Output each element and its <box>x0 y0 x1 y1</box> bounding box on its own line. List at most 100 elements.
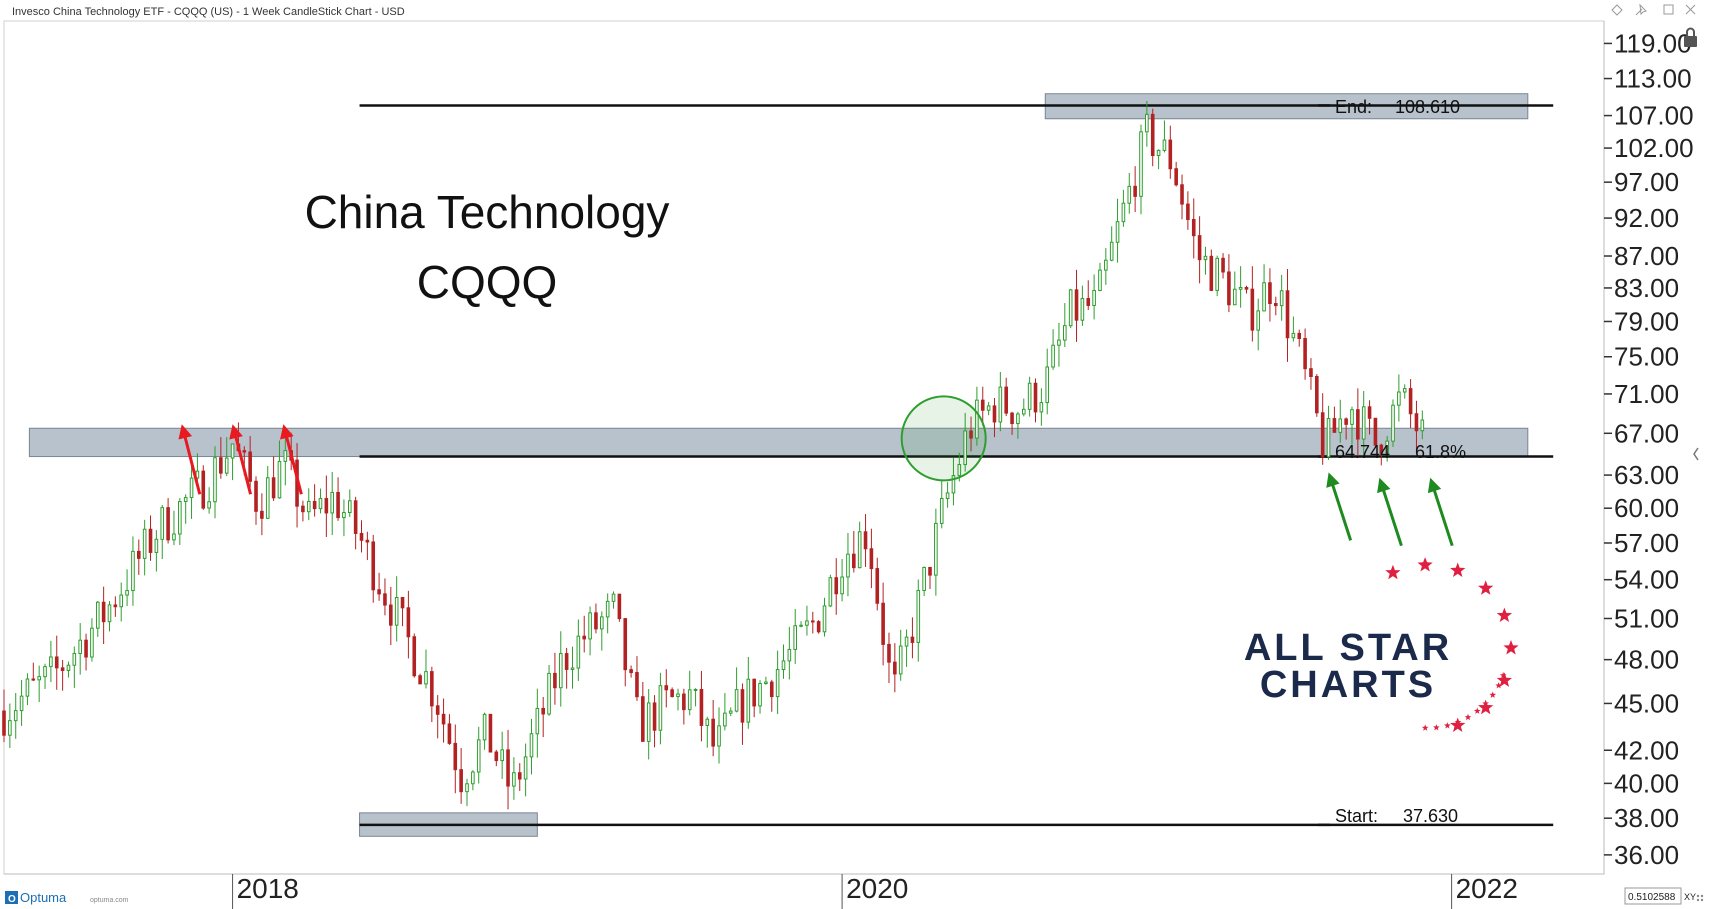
candle-69 <box>406 590 411 659</box>
diamond-icon[interactable] <box>1611 4 1623 16</box>
candle-137 <box>805 605 809 636</box>
green-arrow-2 <box>1427 477 1454 547</box>
y-tick-label-21: 38.00 <box>1614 803 1679 833</box>
candle-125 <box>734 667 739 713</box>
candle-176 <box>1033 378 1038 423</box>
candle-131 <box>769 679 774 712</box>
candle-83 <box>488 713 493 753</box>
candle-97 <box>570 646 575 689</box>
candle-68 <box>400 596 405 627</box>
candle-192 <box>1127 172 1132 214</box>
candle-170 <box>998 371 1003 432</box>
candle-7 <box>43 663 47 689</box>
logo-stars-icon <box>1385 557 1519 732</box>
optuma-logo-icon <box>5 891 18 904</box>
corner-dots-icon[interactable] <box>1696 894 1704 902</box>
candle-206 <box>1209 249 1214 292</box>
candle-46 <box>271 456 276 501</box>
candle-70 <box>412 633 417 678</box>
lock-icon[interactable] <box>1684 27 1697 47</box>
candle-242 <box>1420 410 1425 440</box>
candle-238 <box>1397 374 1401 422</box>
candle-193 <box>1133 166 1137 213</box>
candle-159 <box>934 508 938 596</box>
candle-128 <box>752 678 756 718</box>
candle-145 <box>852 530 856 573</box>
candle-158 <box>928 566 932 589</box>
candle-87 <box>512 757 516 800</box>
candle-107 <box>629 665 633 678</box>
candle-175 <box>1027 376 1032 417</box>
candle-144 <box>846 532 850 597</box>
candle-122 <box>717 707 721 764</box>
candle-148 <box>869 528 874 589</box>
candle-212 <box>1244 285 1249 294</box>
candle-103 <box>605 593 610 634</box>
level-label-fib: 64.744 <box>1335 442 1390 462</box>
candle-127 <box>746 656 751 729</box>
restore-icon[interactable] <box>1663 4 1674 15</box>
candle-132 <box>775 650 780 715</box>
candle-91 <box>535 688 540 758</box>
candle-150 <box>881 582 885 666</box>
candle-209 <box>1227 254 1231 313</box>
candle-53 <box>312 484 317 517</box>
candle-228 <box>1338 399 1343 443</box>
candle-11 <box>66 661 71 678</box>
candle-56 <box>330 472 335 536</box>
candle-23 <box>136 539 141 575</box>
candle-230 <box>1350 406 1354 445</box>
scale-xy-label: XY <box>1684 892 1696 902</box>
candle-117 <box>687 670 692 716</box>
candle-162 <box>951 458 956 506</box>
candle-167 <box>980 386 985 426</box>
candle-75 <box>441 698 446 743</box>
window-title: Invesco China Technology ETF - CQQQ (US)… <box>12 6 405 18</box>
x-axis[interactable]: 2018 2020 2022 <box>232 873 1518 909</box>
candle-241 <box>1414 400 1419 452</box>
y-tick-label-16: 51.00 <box>1614 603 1679 633</box>
candle-226 <box>1326 405 1331 460</box>
candle-217 <box>1273 296 1278 316</box>
candle-123 <box>723 693 727 731</box>
x-tick-label-0: 2018 <box>237 873 299 904</box>
y-tick-label-6: 87.00 <box>1614 241 1679 271</box>
candle-35 <box>207 487 211 514</box>
y-tick-label-9: 75.00 <box>1614 342 1679 372</box>
window-controls <box>1611 3 1696 16</box>
candle-196 <box>1150 108 1155 167</box>
green-arrow-1 <box>1377 477 1403 547</box>
pin-icon[interactable] <box>1635 3 1647 16</box>
candle-227 <box>1332 406 1337 433</box>
candle-174 <box>1021 398 1026 417</box>
candle-37 <box>219 437 223 479</box>
y-tick-label-14: 57.00 <box>1614 528 1679 558</box>
candle-215 <box>1262 264 1266 312</box>
candle-45 <box>265 466 270 520</box>
candle-199 <box>1168 125 1173 179</box>
candle-138 <box>810 611 815 634</box>
candle-66 <box>389 586 393 645</box>
candle-223 <box>1309 358 1313 390</box>
candle-25 <box>148 515 153 561</box>
scale-readout: 0.5102588 <box>1628 892 1676 903</box>
candle-78 <box>459 748 463 804</box>
candle-28 <box>166 498 170 544</box>
scale-readout-box[interactable]: 0.5102588 XY <box>1624 887 1696 905</box>
candle-188 <box>1104 248 1108 285</box>
collapse-panel-icon[interactable] <box>1693 447 1699 461</box>
close-icon[interactable] <box>1685 4 1696 15</box>
candle-14 <box>84 633 88 671</box>
candle-99 <box>582 615 587 653</box>
chart-title: China Technology <box>305 186 670 238</box>
candle-30 <box>178 498 182 545</box>
candle-42 <box>248 436 252 488</box>
candle-88 <box>517 763 522 791</box>
candle-124 <box>728 707 733 717</box>
candle-171 <box>1004 377 1008 417</box>
candle-44 <box>260 493 264 536</box>
candle-154 <box>904 629 909 667</box>
candle-26 <box>154 530 159 572</box>
